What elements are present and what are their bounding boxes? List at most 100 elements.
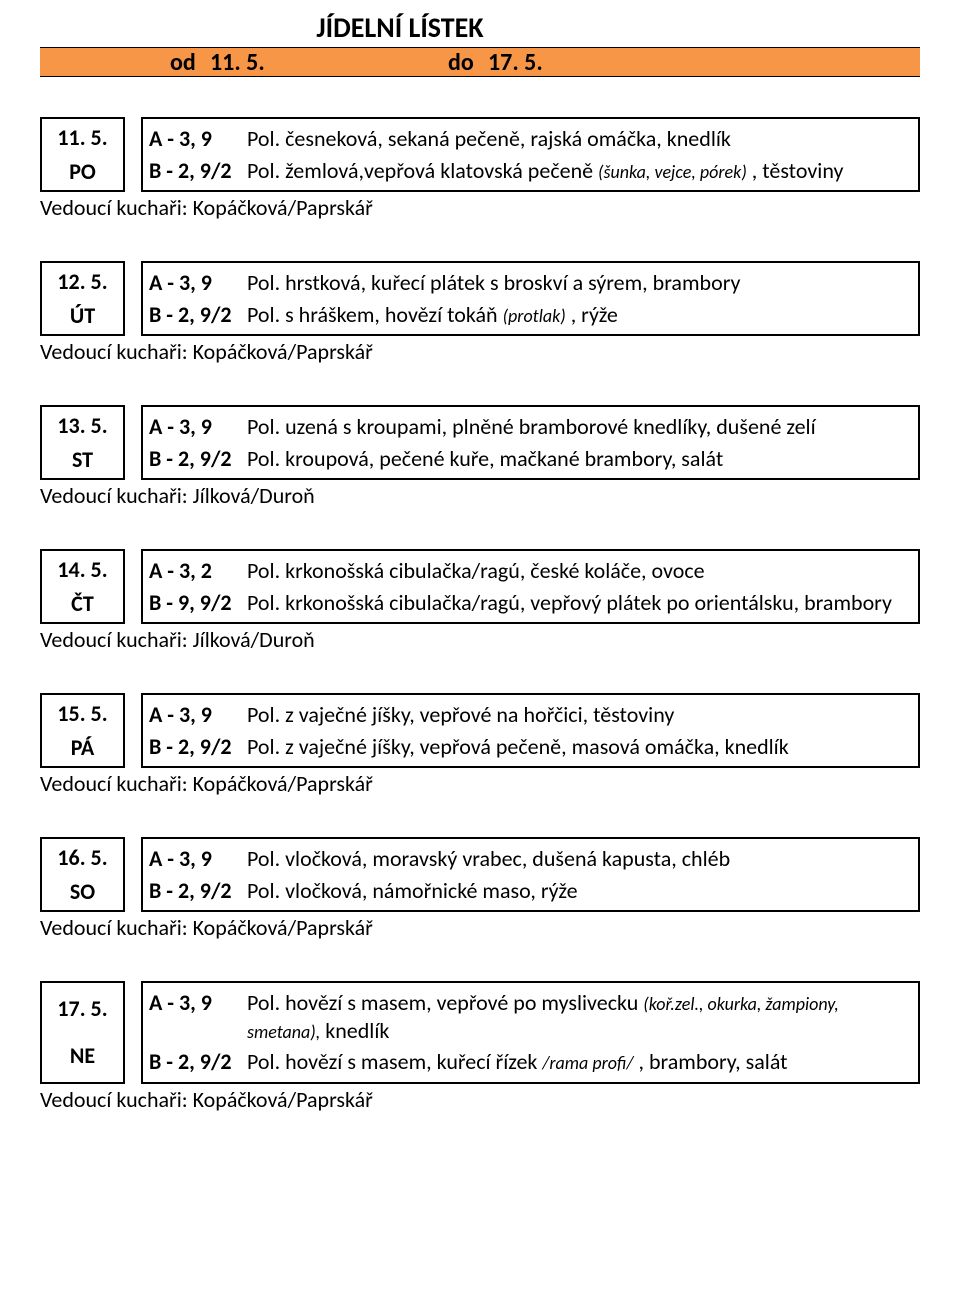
meal-code: B - 2, 9/2 bbox=[149, 877, 247, 905]
meal-line: A - 3, 9Pol. vločková, moravský vrabec, … bbox=[149, 843, 912, 875]
meal-text-regular: Pol. česneková, sekaná pečeně, rajská om… bbox=[247, 125, 731, 152]
chef-prefix: Vedoucí kuchaři: bbox=[40, 626, 193, 653]
meal-code: B - 2, 9/2 bbox=[149, 301, 247, 329]
meal-line: A - 3, 9Pol. uzená s kroupami, plněné br… bbox=[149, 411, 912, 443]
meal-text-regular: Pol. vločková, moravský vrabec, dušená k… bbox=[247, 845, 730, 872]
meals-cell: A - 3, 9Pol. vločková, moravský vrabec, … bbox=[141, 837, 920, 912]
day-date: 14. 5. bbox=[42, 556, 123, 583]
meal-line: A - 3, 9Pol. hovězí s masem, vepřové po … bbox=[149, 987, 912, 1046]
chef-name: Kopáčková/Paprskář bbox=[193, 770, 373, 797]
meal-line: B - 2, 9/2Pol. z vaječné jíšky, vepřová … bbox=[149, 731, 912, 763]
meal-line: A - 3, 9Pol. z vaječné jíšky, vepřové na… bbox=[149, 699, 912, 731]
meal-line: B - 2, 9/2Pol. hovězí s masem, kuřecí ří… bbox=[149, 1046, 912, 1078]
chef-name: Jílková/Duroň bbox=[193, 482, 315, 509]
day-name: ÚT bbox=[42, 302, 123, 329]
meal-code: B - 2, 9/2 bbox=[149, 445, 247, 473]
day-date: 13. 5. bbox=[42, 412, 123, 439]
chef-line: Vedoucí kuchaři: Kopáčková/Paprskář bbox=[40, 1086, 920, 1113]
day-block: 17. 5. NE A - 3, 9Pol. hovězí s masem, ve… bbox=[40, 981, 920, 1113]
meals-cell: A - 3, 9Pol. z vaječné jíšky, vepřové na… bbox=[141, 693, 920, 768]
chef-name: Jílková/Duroň bbox=[193, 626, 315, 653]
from-date: 11. 5. bbox=[210, 48, 298, 77]
chef-prefix: Vedoucí kuchaři: bbox=[40, 770, 193, 797]
day-name: ČT bbox=[42, 590, 123, 617]
day-date: 15. 5. bbox=[42, 700, 123, 727]
days-container: 11. 5.POA - 3, 9Pol. česneková, sekaná p… bbox=[40, 117, 920, 1113]
day-name: PO bbox=[42, 158, 123, 185]
meal-text-regular: Pol. uzená s kroupami, plněné bramborové… bbox=[247, 413, 816, 440]
chef-line: Vedoucí kuchaři: Kopáčková/Paprskář bbox=[40, 770, 920, 797]
day-block: 13. 5. ST A - 3, 9Pol. uzená s kroupami, … bbox=[40, 405, 920, 509]
chef-prefix: Vedoucí kuchaři: bbox=[40, 482, 193, 509]
meal-line: A - 3, 9Pol. hrstková, kuřecí plátek s b… bbox=[149, 267, 912, 299]
chef-prefix: Vedoucí kuchaři: bbox=[40, 194, 193, 221]
meals-cell: A - 3, 9Pol. česneková, sekaná pečeně, r… bbox=[141, 117, 920, 192]
date-range-bar: od 11. 5. do 17. 5. bbox=[40, 47, 920, 77]
chef-name: Kopáčková/Paprskář bbox=[193, 338, 373, 365]
day-cell: 17. 5. NE bbox=[40, 981, 125, 1084]
meal-text-regular: Pol. z vaječné jíšky, vepřová pečeně, ma… bbox=[247, 733, 789, 760]
chef-line: Vedoucí kuchaři: Kopáčková/Paprskář bbox=[40, 338, 920, 365]
day-cell: 16. 5.SO bbox=[40, 837, 125, 912]
day-row: 15. 5. PÁ A - 3, 9Pol. z vaječné jíšky, v… bbox=[40, 693, 920, 768]
chef-prefix: Vedoucí kuchaři: bbox=[40, 914, 193, 941]
meal-code: A - 3, 9 bbox=[149, 125, 247, 153]
meal-text: Pol. krkonošská cibulačka/ragú, české ko… bbox=[247, 557, 912, 585]
day-row: 12. 5. ÚT A - 3, 9Pol. hrstková, kuřecí p… bbox=[40, 261, 920, 336]
day-cell: 12. 5. ÚT bbox=[40, 261, 125, 336]
day-date: 16. 5. bbox=[42, 844, 123, 871]
day-cell: 13. 5. ST bbox=[40, 405, 125, 480]
meal-text-regular: Pol. hovězí s masem, vepřové po myslivec… bbox=[247, 989, 643, 1016]
meal-text-regular: Pol. vločková, námořnické maso, rýže bbox=[247, 877, 578, 904]
chef-line: Vedoucí kuchaři: Kopáčková/Paprskář bbox=[40, 194, 920, 221]
meal-code: A - 3, 2 bbox=[149, 557, 247, 585]
meal-text-italic: /rama profi/ bbox=[542, 1052, 633, 1074]
day-name: NE bbox=[42, 1042, 123, 1069]
day-row: 13. 5. ST A - 3, 9Pol. uzená s kroupami, … bbox=[40, 405, 920, 480]
meals-cell: A - 3, 9Pol. hrstková, kuřecí plátek s b… bbox=[141, 261, 920, 336]
meal-line: B - 2, 9/2Pol. s hráškem, hovězí tokáň (… bbox=[149, 299, 912, 331]
chef-name: Kopáčková/Paprskář bbox=[193, 194, 373, 221]
meal-text: Pol. vločková, námořnické maso, rýže bbox=[247, 877, 912, 905]
day-row: 11. 5. PO A - 3, 9Pol. česneková, sekaná p… bbox=[40, 117, 920, 192]
day-date: 11. 5. bbox=[42, 124, 123, 151]
chef-line: Vedoucí kuchaři: Jílková/Duroň bbox=[40, 482, 920, 509]
chef-name: Kopáčková/Paprskář bbox=[193, 914, 373, 941]
day-block: 14. 5. ČT A - 3, 2Pol. krkonošská cibulač… bbox=[40, 549, 920, 653]
day-date: 17. 5. bbox=[42, 995, 123, 1022]
to-label: do bbox=[448, 48, 488, 77]
meal-text: Pol. s hráškem, hovězí tokáň (protlak) ,… bbox=[247, 301, 912, 329]
meals-cell: A - 3, 2Pol. krkonošská cibulačka/ragú, … bbox=[141, 549, 920, 624]
menu-page: JÍDELNÍ LÍSTEK od 11. 5. do 17. 5. 11. 5… bbox=[0, 0, 960, 1153]
page-title: JÍDELNÍ LÍSTEK bbox=[260, 10, 540, 45]
meals-cell: A - 3, 9Pol. uzená s kroupami, plněné br… bbox=[141, 405, 920, 480]
meal-text: Pol. česneková, sekaná pečeně, rajská om… bbox=[247, 125, 912, 153]
meals-cell: A - 3, 9Pol. hovězí s masem, vepřové po … bbox=[141, 981, 920, 1084]
day-name: ST bbox=[42, 446, 123, 473]
day-cell: 14. 5. ČT bbox=[40, 549, 125, 624]
meal-text: Pol. hovězí s masem, vepřové po myslivec… bbox=[247, 989, 912, 1044]
meal-text-regular: , brambory, salát bbox=[634, 1048, 788, 1075]
meal-text-regular: Pol. hovězí s masem, kuřecí řízek bbox=[247, 1048, 542, 1075]
meal-line: B - 2, 9/2Pol. vločková, námořnické maso… bbox=[149, 875, 912, 907]
day-cell: 11. 5. PO bbox=[40, 117, 125, 192]
meal-line: B - 2, 9/2Pol. kroupová, pečené kuře, ma… bbox=[149, 443, 912, 475]
meal-text-regular: Pol. z vaječné jíšky, vepřové na hořčici… bbox=[247, 701, 674, 728]
meal-text-italic: (protlak) bbox=[503, 305, 566, 327]
meal-text-regular: Pol. krkonošská cibulačka/ragú, české ko… bbox=[247, 557, 705, 584]
meal-text-regular: Pol. s hráškem, hovězí tokáň bbox=[247, 301, 503, 328]
meal-text: Pol. z vaječné jíšky, vepřová pečeně, ma… bbox=[247, 733, 912, 761]
meal-code: B - 2, 9/2 bbox=[149, 1048, 247, 1076]
meal-line: A - 3, 2Pol. krkonošská cibulačka/ragú, … bbox=[149, 555, 912, 587]
meal-text: Pol. žemlová,vepřová klatovská pečeně (š… bbox=[247, 157, 912, 185]
meal-line: B - 2, 9/2Pol. žemlová,vepřová klatovská… bbox=[149, 155, 912, 187]
meal-text: Pol. hrstková, kuřecí plátek s broskví a… bbox=[247, 269, 912, 297]
day-block: 12. 5. ÚT A - 3, 9Pol. hrstková, kuřecí p… bbox=[40, 261, 920, 365]
day-name: PÁ bbox=[42, 734, 123, 761]
meal-code: A - 3, 9 bbox=[149, 269, 247, 297]
meal-text: Pol. krkonošská cibulačka/ragú, vepřový … bbox=[247, 589, 912, 617]
day-cell: 15. 5. PÁ bbox=[40, 693, 125, 768]
meal-text-regular: Pol. hrstková, kuřecí plátek s broskví a… bbox=[247, 269, 740, 296]
chef-prefix: Vedoucí kuchaři: bbox=[40, 1086, 193, 1113]
day-date: 12. 5. bbox=[42, 268, 123, 295]
